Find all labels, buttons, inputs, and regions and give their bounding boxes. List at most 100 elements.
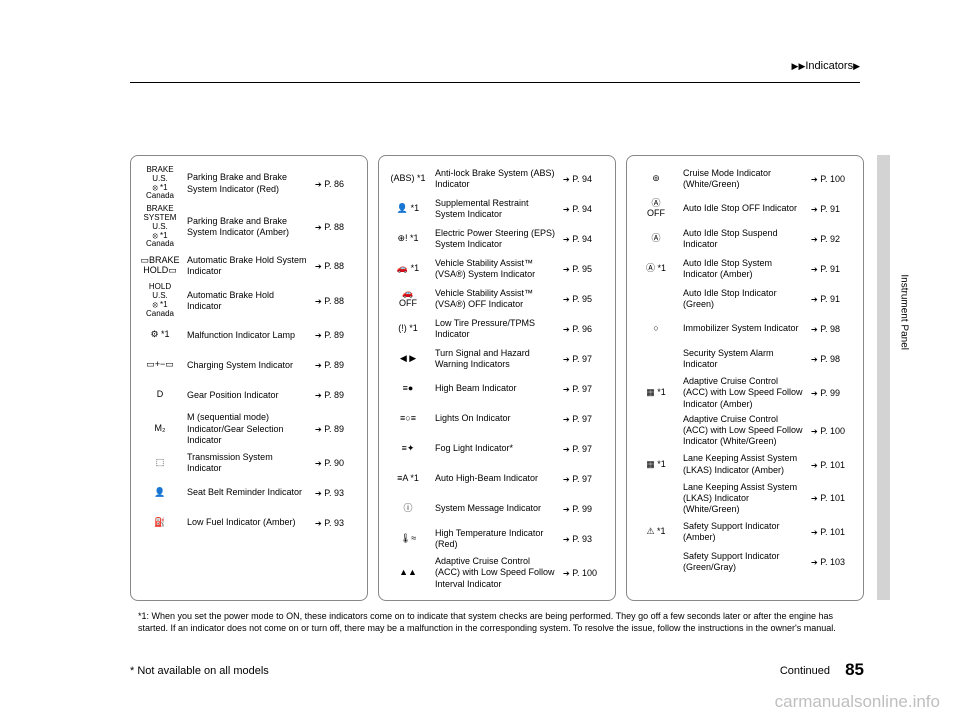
indicator-page-ref: ➔ P. 100 [563,568,607,578]
indicator-page-ref: ➔ P. 94 [563,174,607,184]
indicator-page-ref: ➔ P. 98 [811,324,855,334]
indicator-icon: (ABS) *1 [387,174,429,184]
indicator-row: Lane Keeping Assist System (LKAS) Indica… [635,482,855,516]
indicator-icon: (!) *1 [387,324,429,334]
indicator-page-ref: ➔ P. 97 [563,354,607,364]
indicator-description: Parking Brake and Brake System Indicator… [187,172,309,195]
indicator-page-ref: ➔ P. 89 [315,360,359,370]
indicator-page-ref: ➔ P. 101 [811,527,855,537]
indicator-icon: HOLD U.S. ⦻ *1 Canada [139,283,181,318]
indicator-description: Auto High-Beam Indicator [435,473,557,484]
indicator-page-ref: ➔ P. 91 [811,264,855,274]
indicator-row: ▭BRAKE HOLD▭Automatic Brake Hold System … [139,253,359,279]
indicator-page-ref: ➔ P. 89 [315,390,359,400]
indicator-icon: ▭+−▭ [139,360,181,370]
indicator-row: ○Immobilizer System Indicator➔ P. 98 [635,316,855,342]
page-number: 85 [845,660,864,680]
indicator-icon: ▲▲ [387,568,429,578]
indicator-description: Transmission System Indicator [187,452,309,475]
indicator-row: ▲▲ Adaptive Cruise Control (ACC) with Low… [387,556,607,590]
indicator-description: Lane Keeping Assist System (LKAS) Indica… [683,453,805,476]
indicator-icon: ≡○≡ [387,414,429,424]
footnote: *1: When you set the power mode to ON, t… [138,610,860,634]
indicator-description: High Beam Indicator [435,383,557,394]
indicator-row: HOLD U.S. ⦻ *1 Canada Automatic Brake Hol… [139,283,359,318]
indicator-description: Automatic Brake Hold Indicator [187,290,309,313]
indicator-description: Low Tire Pressure/TPMS Indicator [435,318,557,341]
indicator-description: Low Fuel Indicator (Amber) [187,517,309,528]
indicator-page-ref: ➔ P. 96 [563,324,607,334]
indicator-row: ▦ *1Adaptive Cruise Control (ACC) with L… [635,376,855,410]
indicator-column-2: (ABS) *1Anti-lock Brake System (ABS) Ind… [378,155,616,601]
indicator-row: ⊕! *1Electric Power Steering (EPS) Syste… [387,226,607,252]
indicator-row: ⓘSystem Message Indicator➔ P. 99 [387,496,607,522]
side-tab [877,155,890,600]
indicator-row: Auto Idle Stop Indicator (Green)➔ P. 91 [635,286,855,312]
indicator-description: Safety Support Indicator (Amber) [683,521,805,544]
indicator-icon: ⚠ *1 [635,527,677,537]
indicator-icon: ⬚ [139,458,181,468]
indicator-row: ≡✦Fog Light Indicator*➔ P. 97 [387,436,607,462]
indicator-row: 🚗 OFFVehicle Stability Assist™ (VSA®) OF… [387,286,607,312]
indicator-row: (!) *1 Low Tire Pressure/TPMS Indicator ➔ … [387,316,607,342]
indicator-columns: BRAKE U.S. ⦻ *1 CanadaParking Brake and … [130,155,864,601]
indicator-description: Vehicle Stability Assist™ (VSA®) OFF Ind… [435,288,557,311]
indicator-page-ref: ➔ P. 94 [563,234,607,244]
indicator-icon: 🌡≈ [387,534,429,544]
indicator-icon: M₂ [139,424,181,434]
indicator-row: 👤 *1Supplemental Restraint System Indica… [387,196,607,222]
indicator-page-ref: ➔ P. 88 [315,296,359,306]
indicator-description: Cruise Mode Indicator (White/Green) [683,168,805,191]
indicator-icon: ⛽ [139,518,181,528]
indicator-description: Adaptive Cruise Control (ACC) with Low S… [435,556,557,590]
indicator-row: ⛽Low Fuel Indicator (Amber)➔ P. 93 [139,510,359,536]
indicator-page-ref: ➔ P. 88 [315,222,359,232]
indicator-row: ⒶAuto Idle Stop Suspend Indicator➔ P. 92 [635,226,855,252]
indicator-description: Immobilizer System Indicator [683,323,805,334]
indicator-page-ref: ➔ P. 93 [315,488,359,498]
indicator-row: ⬚ Transmission System Indicator ➔ P. 90 [139,450,359,476]
indicator-icon: BRAKE SYSTEM U.S. ⦻ *1 Canada [139,205,181,249]
indicator-row: M₂ M (sequential mode) Indicator/Gear Sel… [139,412,359,446]
indicator-description: Turn Signal and Hazard Warning Indicator… [435,348,557,371]
indicator-column-3: ⊚Cruise Mode Indicator (White/Green)➔ P.… [626,155,864,601]
indicator-row: (ABS) *1Anti-lock Brake System (ABS) Ind… [387,166,607,192]
indicator-row: 🚗 *1Vehicle Stability Assist™ (VSA®) Sys… [387,256,607,282]
indicator-page-ref: ➔ P. 86 [315,179,359,189]
indicator-description: Lane Keeping Assist System (LKAS) Indica… [683,482,805,516]
indicator-description: High Temperature Indicator (Red) [435,528,557,551]
indicator-page-ref: ➔ P. 97 [563,444,607,454]
header-arrow-2: ▶ [853,61,860,71]
indicator-description: Auto Idle Stop Indicator (Green) [683,288,805,311]
indicator-column-1: BRAKE U.S. ⦻ *1 CanadaParking Brake and … [130,155,368,601]
indicator-row: Safety Support Indicator (Green/Gray)➔ P… [635,549,855,575]
indicator-description: Adaptive Cruise Control (ACC) with Low S… [683,414,805,448]
indicator-description: System Message Indicator [435,503,557,514]
indicator-page-ref: ➔ P. 97 [563,474,607,484]
indicator-page-ref: ➔ P. 97 [563,414,607,424]
indicator-description: Lights On Indicator [435,413,557,424]
indicator-description: Auto Idle Stop System Indicator (Amber) [683,258,805,281]
indicator-icon: ⚙ *1 [139,330,181,340]
header-title: Indicators [805,60,853,72]
indicator-row: ▦ *1Lane Keeping Assist System (LKAS) In… [635,452,855,478]
indicator-description: Automatic Brake Hold System Indicator [187,255,309,278]
indicator-description: Safety Support Indicator (Green/Gray) [683,551,805,574]
watermark: carmanualsonline.info [775,692,940,712]
indicator-page-ref: ➔ P. 97 [563,384,607,394]
indicator-icon: Ⓐ [635,234,677,244]
indicator-row: 🌡≈ High Temperature Indicator (Red) ➔ P. 9… [387,526,607,552]
indicator-row: DGear Position Indicator➔ P. 89 [139,382,359,408]
indicator-page-ref: ➔ P. 88 [315,261,359,271]
indicator-row: ⚠ *1 Safety Support Indicator (Amber) ➔ P.… [635,519,855,545]
indicator-page-ref: ➔ P. 93 [563,534,607,544]
indicator-page-ref: ➔ P. 95 [563,294,607,304]
indicator-description: M (sequential mode) Indicator/Gear Selec… [187,412,309,446]
indicator-description: Auto Idle Stop Suspend Indicator [683,228,805,251]
indicator-icon: ◀ ▶ [387,354,429,364]
indicator-page-ref: ➔ P. 91 [811,204,855,214]
indicator-page-ref: ➔ P. 89 [315,424,359,434]
indicator-page-ref: ➔ P. 90 [315,458,359,468]
indicator-description: Vehicle Stability Assist™ (VSA®) System … [435,258,557,281]
indicator-page-ref: ➔ P. 100 [811,426,855,436]
